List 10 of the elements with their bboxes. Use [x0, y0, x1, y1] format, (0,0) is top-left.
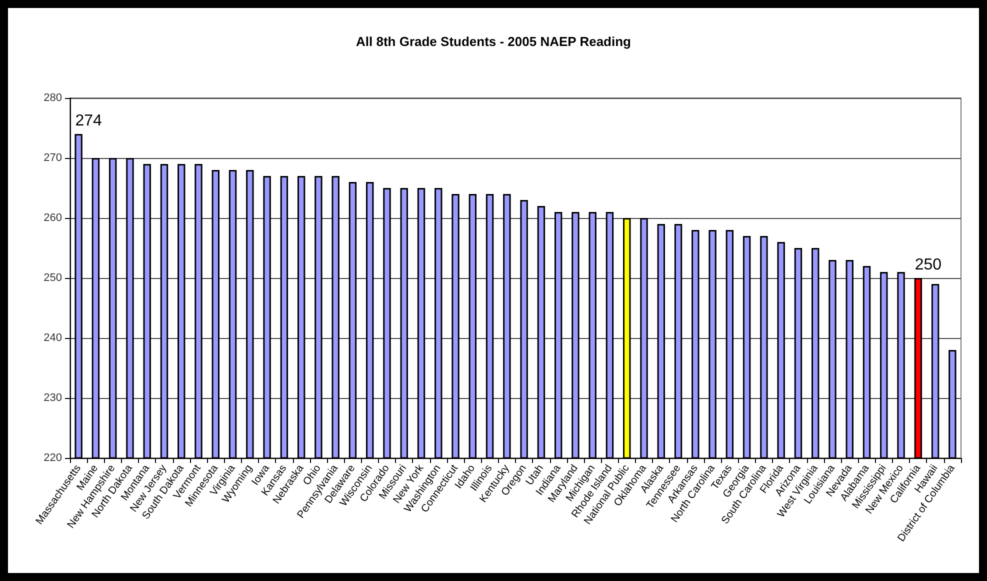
y-tick-label: 270 — [44, 152, 62, 164]
data-label: 250 — [914, 256, 942, 274]
y-tick-label: 250 — [44, 272, 62, 284]
data-label: 274 — [75, 112, 102, 130]
y-tick-label: 240 — [44, 332, 62, 344]
y-tick-label: 260 — [44, 212, 62, 224]
y-tick-label: 230 — [44, 392, 62, 404]
y-tick-label: 220 — [44, 452, 62, 464]
chart-title: All 8th Grade Students - 2005 NAEP Reading — [356, 34, 632, 49]
y-tick-label: 280 — [44, 92, 62, 104]
